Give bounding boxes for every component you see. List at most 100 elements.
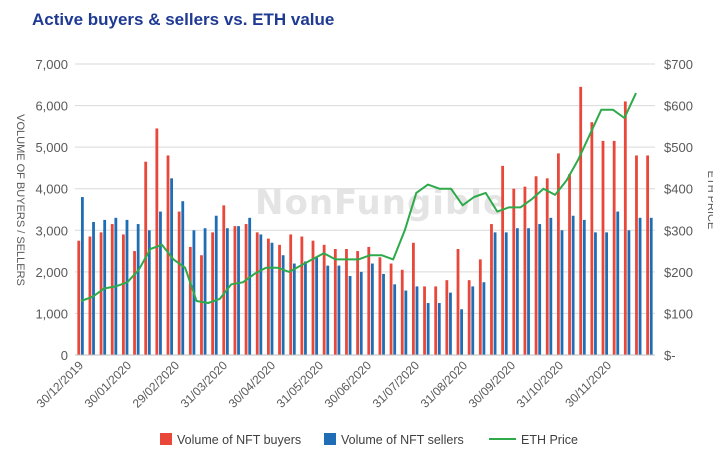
bar-buyers xyxy=(545,178,549,355)
bar-buyers xyxy=(333,248,337,355)
bar-buyers xyxy=(556,153,560,355)
bar-sellers xyxy=(638,217,642,355)
bar-buyers xyxy=(188,246,192,355)
x-tick-label: 31/10/2020 xyxy=(514,358,567,411)
bar-buyers xyxy=(300,236,304,355)
y2-tick-label: $500 xyxy=(664,140,693,155)
bar-buyers xyxy=(177,211,181,355)
bar-buyers xyxy=(612,140,616,355)
bar-buyers xyxy=(478,259,482,355)
x-tick-label: 31/07/2020 xyxy=(370,358,423,411)
eth-price-line-group xyxy=(80,92,637,304)
bar-buyers xyxy=(88,236,92,355)
bar-buyers xyxy=(523,186,527,355)
bar-sellers xyxy=(237,226,240,355)
bar-buyers xyxy=(222,205,226,355)
bar-sellers xyxy=(426,303,430,355)
bar-buyers xyxy=(99,232,103,355)
bar-sellers xyxy=(449,292,452,355)
bar-buyers xyxy=(233,226,237,355)
y-tick-label: 4,000 xyxy=(35,182,68,197)
bar-sellers xyxy=(181,201,185,355)
bar-buyers xyxy=(389,263,393,355)
y2-tick-label: $300 xyxy=(664,223,693,238)
bar-sellers xyxy=(582,219,586,355)
bar-sellers xyxy=(281,255,285,355)
bar-sellers xyxy=(382,273,385,355)
bar-buyers xyxy=(411,242,415,355)
bar-buyers xyxy=(133,251,136,355)
bar-buyers xyxy=(534,176,538,355)
bar-buyers xyxy=(378,257,382,355)
x-tick-label: 31/08/2020 xyxy=(418,358,471,411)
bar-sellers xyxy=(527,228,530,355)
chart-title: Active buyers & sellers vs. ETH value xyxy=(32,10,335,29)
bar-sellers xyxy=(549,217,553,355)
bar-sellers xyxy=(337,265,341,355)
y-tick-label: 0 xyxy=(61,348,68,363)
bar-buyers xyxy=(456,248,460,355)
x-tick-label: 30/06/2020 xyxy=(322,358,375,411)
bar-sellers xyxy=(170,178,174,355)
y-tick-label: 5,000 xyxy=(35,140,68,155)
gridlines xyxy=(75,63,655,356)
legend-swatch-buyers xyxy=(160,433,172,445)
bar-buyers xyxy=(77,240,81,355)
bar-buyers xyxy=(434,286,438,355)
bar-sellers xyxy=(471,286,475,355)
bar-sellers xyxy=(348,276,352,355)
bar-sellers xyxy=(315,257,319,355)
bar-sellers xyxy=(649,217,653,355)
x-tick-label: 29/02/2020 xyxy=(130,358,183,411)
bar-buyers xyxy=(467,280,471,355)
legend-label-buyers: Volume of NFT buyers xyxy=(177,433,301,447)
y2-tick-label: $400 xyxy=(664,182,693,197)
bar-buyers xyxy=(200,255,203,355)
bar-sellers xyxy=(304,261,307,355)
bar-buyers xyxy=(278,244,281,355)
bar-sellers xyxy=(616,211,620,355)
bar-sellers xyxy=(225,228,229,355)
bar-sellers xyxy=(326,265,330,355)
bar-buyers xyxy=(590,122,594,355)
bar-sellers xyxy=(560,230,564,355)
bar-sellers xyxy=(214,215,218,355)
legend-label-eth: ETH Price xyxy=(521,433,578,447)
bar-buyers xyxy=(568,174,571,355)
y2-tick-label: $200 xyxy=(664,265,693,280)
bar-buyers xyxy=(635,155,638,355)
bar-buyers xyxy=(646,155,650,355)
bar-buyers xyxy=(322,244,326,355)
bar-buyers xyxy=(345,248,348,355)
y2-tick-label: $600 xyxy=(664,99,693,114)
bar-buyers xyxy=(266,238,270,355)
bar-sellers xyxy=(538,224,542,355)
bar-buyers xyxy=(155,128,159,355)
bar-buyers xyxy=(367,246,371,355)
bar-buyers xyxy=(423,286,426,355)
bar-buyers xyxy=(289,234,293,355)
bar-sellers xyxy=(605,232,609,355)
bar-sellers xyxy=(437,303,441,355)
bar-sellers xyxy=(404,290,408,355)
bar-buyers xyxy=(121,234,125,355)
bar-buyers xyxy=(166,155,170,355)
x-tick-label: 30/12/2019 xyxy=(34,358,87,411)
eth-price-line xyxy=(80,92,637,304)
bar-buyers xyxy=(400,269,404,355)
bar-sellers xyxy=(370,263,374,355)
x-tick-label: 30/04/2020 xyxy=(226,358,279,411)
bar-buyers xyxy=(445,280,449,355)
bar-buyers xyxy=(255,232,259,355)
y-axis-title: VOLUME OF BUYERS / SELLERS xyxy=(14,114,26,286)
bar-sellers xyxy=(482,282,486,355)
bar-sellers xyxy=(393,284,397,355)
bar-sellers xyxy=(571,215,575,355)
y2-tick-label: $- xyxy=(664,348,676,363)
bar-buyers xyxy=(490,224,493,355)
bar-buyers xyxy=(110,224,114,355)
bar-sellers xyxy=(159,211,162,355)
x-tick-label: 30/11/2020 xyxy=(562,358,614,410)
legend-label-sellers: Volume of NFT sellers xyxy=(341,433,464,447)
